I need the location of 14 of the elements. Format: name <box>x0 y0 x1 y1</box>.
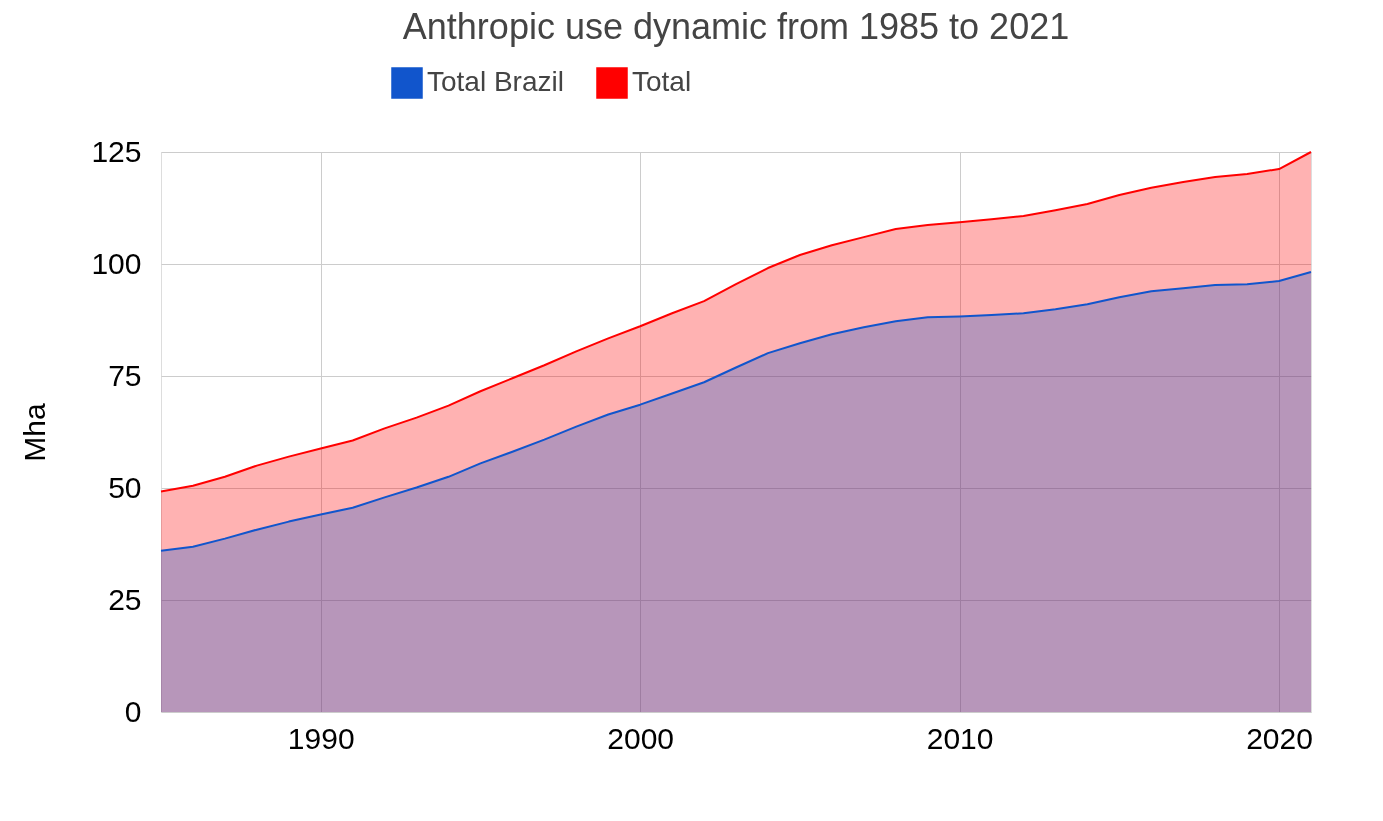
y-tick-label: 50 <box>108 470 142 504</box>
legend-label: Total <box>632 66 692 97</box>
x-tick-label: 2010 <box>926 721 994 755</box>
x-tick-label: 1990 <box>287 721 355 755</box>
y-tick-label: 25 <box>108 582 142 616</box>
y-tick-label: 100 <box>91 246 142 280</box>
y-tick-label: 75 <box>108 358 142 392</box>
x-tick-label: 2000 <box>607 721 675 755</box>
y-tick-label: 125 <box>91 134 142 168</box>
x-tick-label: 2020 <box>1246 721 1313 755</box>
legend-label: Total Brazil <box>427 66 564 97</box>
y-axis-title: Mha <box>18 403 52 462</box>
y-tick-label: 0 <box>124 694 142 728</box>
chart-title: Anthropic use dynamic from 1985 to 2021 <box>402 6 1070 47</box>
